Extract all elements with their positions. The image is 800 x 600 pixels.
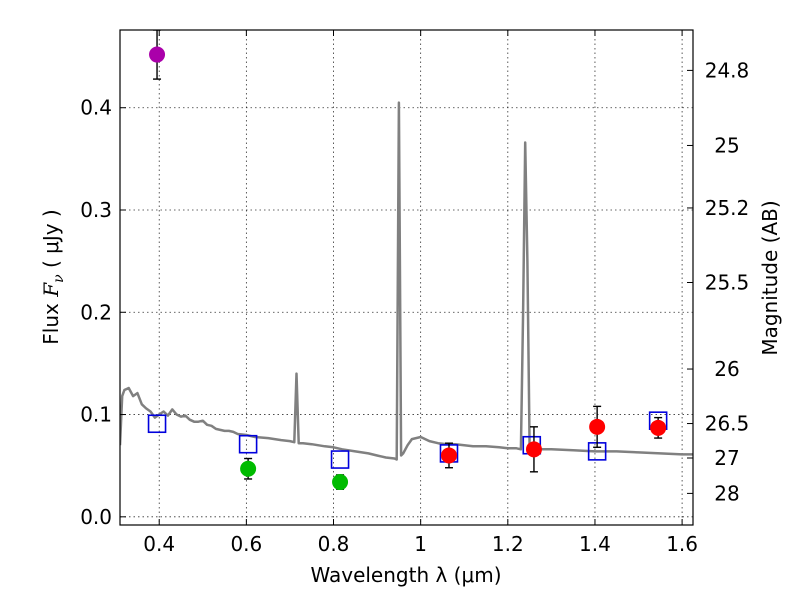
- x-tick-label: 0.4: [143, 532, 175, 556]
- observed-point: [589, 418, 606, 435]
- x-tick-label: 1.4: [579, 532, 611, 556]
- observed-point: [332, 474, 349, 491]
- y2-tick-label: 28: [714, 481, 739, 505]
- x-axis-label: Wavelength λ (μm): [310, 563, 501, 587]
- series-layer: [120, 30, 693, 491]
- y-axis-label: Flux Fν ( μJy ): [39, 209, 67, 344]
- observed-point: [525, 441, 542, 458]
- x-tick-label: 1: [414, 532, 427, 556]
- y2-tick-label: 27: [714, 446, 739, 470]
- sed-template-line: [120, 101, 693, 461]
- observed-point: [650, 419, 667, 436]
- model-square-point: [330, 450, 350, 469]
- y2-tick-label: 26.5: [705, 412, 750, 436]
- y-axis-label-prefix: Flux: [39, 297, 63, 345]
- observed-point: [149, 46, 166, 63]
- y-tick-label: 0.4: [80, 96, 112, 120]
- x-tick-label: 0.8: [318, 532, 350, 556]
- x-tick-label: 0.6: [230, 532, 262, 556]
- y-tick-label: 0.1: [80, 403, 112, 427]
- y2-tick-label: 24.8: [705, 58, 750, 82]
- model-square-point: [238, 434, 258, 454]
- x-tick-label: 1.2: [492, 532, 524, 556]
- y-axis-label-symbol: F: [39, 282, 63, 298]
- y-axis-label-suffix: ( μJy ): [39, 209, 63, 274]
- plot-frame: [119, 29, 694, 526]
- model-square-point: [147, 414, 167, 434]
- y-tick-label: 0.3: [80, 198, 112, 222]
- y2-axis-label: Magnitude (AB): [758, 200, 782, 355]
- y2-tick-label: 26: [714, 357, 739, 381]
- observed-point: [240, 460, 257, 477]
- y2-tick-label: 25.2: [705, 196, 750, 220]
- x-tick-label: 1.6: [666, 532, 698, 556]
- observed-point: [440, 447, 457, 464]
- y-tick-label: 0.2: [80, 300, 112, 324]
- y2-tick-label: 25: [714, 133, 739, 157]
- axis-ticks: 0.4 0.6 0.8 1 1.2 1.4 1.6 0.0 0.1 0.2 0.3 0.4 24.8 25…: [80, 30, 749, 556]
- y2-tick-label: 25.5: [705, 271, 750, 295]
- y-axis-label-subscript: ν: [51, 274, 67, 283]
- y-tick-label: 0.0: [80, 505, 112, 529]
